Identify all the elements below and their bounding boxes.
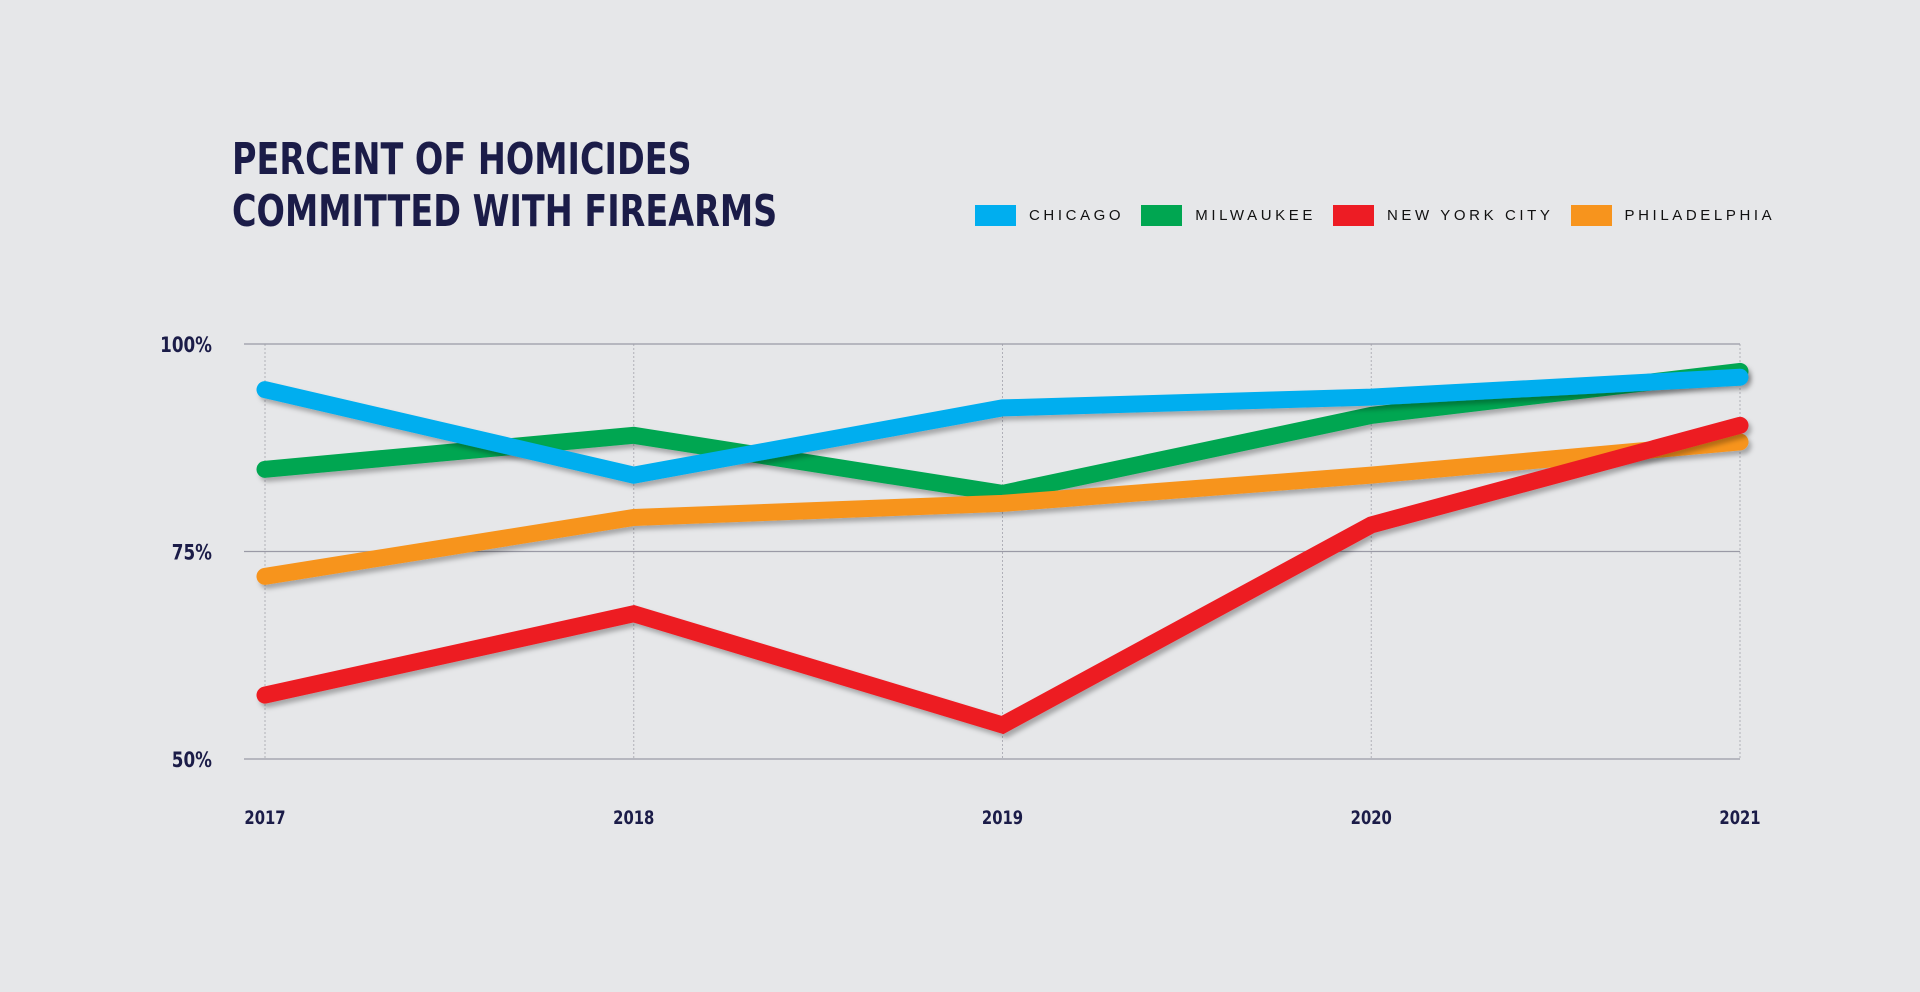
y-tick-label: 100% bbox=[160, 333, 212, 357]
legend-label-philadelphia: PHILADELPHIA bbox=[1624, 206, 1776, 224]
legend-item-new-york-city: NEW YORK CITY bbox=[1332, 204, 1554, 226]
legend-item-chicago: CHICAGO bbox=[975, 204, 1125, 226]
chart-title-line-1: PERCENT OF HOMICIDES bbox=[232, 134, 692, 185]
legend-swatch-chicago bbox=[975, 204, 1016, 226]
y-tick-label: 75% bbox=[172, 541, 212, 565]
series-chicago bbox=[256, 368, 1749, 484]
legend: CHICAGO MILWAUKEE NEW YORK CITY PHILADEL… bbox=[975, 204, 1775, 226]
legend-label-chicago: CHICAGO bbox=[1029, 206, 1125, 224]
chart-title-line-2: COMMITTED WITH FIREARMS bbox=[232, 186, 778, 237]
legend-swatch-new-york-city bbox=[1332, 204, 1374, 226]
series-new-york-city bbox=[256, 416, 1749, 735]
x-tick-label: 2017 bbox=[244, 807, 285, 829]
y-axis-ticks: 50% 75% 100% bbox=[160, 333, 212, 772]
legend-item-milwaukee: MILWAUKEE bbox=[1141, 204, 1316, 226]
chart-title: PERCENT OF HOMICIDES COMMITTED WITH FIRE… bbox=[232, 134, 777, 238]
legend-label-new-york-city: NEW YORK CITY bbox=[1386, 206, 1554, 224]
x-tick-label: 2018 bbox=[613, 807, 654, 829]
legend-item-philadelphia: PHILADELPHIA bbox=[1570, 204, 1776, 226]
x-tick-label: 2021 bbox=[1719, 807, 1760, 829]
legend-swatch-philadelphia bbox=[1570, 204, 1612, 226]
series-lines bbox=[256, 362, 1749, 735]
legend-swatch-milwaukee bbox=[1141, 204, 1183, 226]
y-tick-label: 50% bbox=[172, 748, 212, 772]
x-tick-label: 2020 bbox=[1351, 807, 1392, 829]
legend-label-milwaukee: MILWAUKEE bbox=[1195, 206, 1316, 224]
x-tick-label: 2019 bbox=[982, 807, 1023, 829]
series-philadelphia bbox=[256, 433, 1749, 585]
x-axis-ticks: 2017 2018 2019 2020 2021 bbox=[244, 807, 1760, 829]
